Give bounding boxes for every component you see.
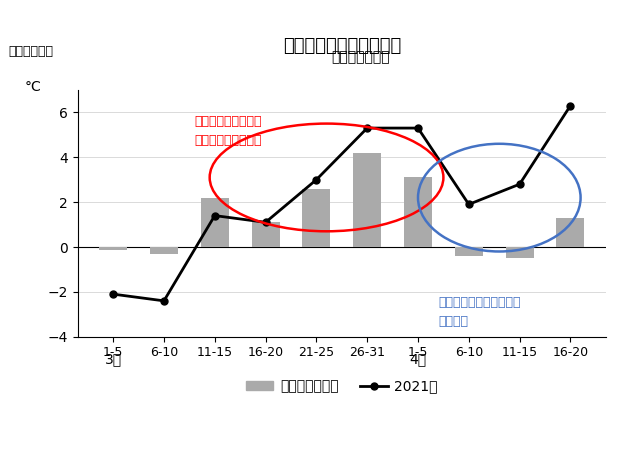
2021年	[465, 201, 473, 207]
Text: 3月: 3月	[104, 353, 122, 367]
Text: °C: °C	[25, 80, 42, 94]
Bar	[404, 178, 432, 247]
2021年	[312, 177, 320, 182]
Bar	[505, 247, 533, 258]
2021年	[262, 219, 270, 225]
Bar	[353, 153, 381, 247]
Bar	[99, 247, 127, 250]
Text: （半旬平均値）: （半旬平均値）	[331, 50, 389, 64]
2021年	[516, 181, 524, 187]
Bar	[150, 247, 178, 254]
2021年	[363, 125, 371, 131]
Text: 一転して厳しい寒の戻り
霜害発生: 一転して厳しい寒の戻り 霜害発生	[438, 297, 521, 328]
2021年	[109, 291, 117, 297]
Text: 平年より大幅に高く
記録的に暖かい３月: 平年より大幅に高く 記録的に暖かい３月	[194, 115, 262, 147]
2021年	[211, 213, 219, 218]
Bar	[455, 247, 483, 256]
Bar	[302, 188, 330, 247]
Text: 気温・気温差: 気温・気温差	[9, 45, 54, 58]
Legend: 新平年値との差, 2021年: 新平年値との差, 2021年	[240, 374, 443, 399]
Bar	[252, 222, 279, 247]
2021年	[160, 298, 168, 304]
Bar	[556, 218, 584, 247]
Bar	[201, 198, 229, 247]
Text: 4月: 4月	[409, 353, 427, 367]
2021年	[567, 103, 574, 109]
Title: 山形の日最低気温の推移: 山形の日最低気温の推移	[283, 37, 401, 55]
Line: 2021年: 2021年	[110, 102, 574, 304]
2021年	[414, 125, 422, 131]
